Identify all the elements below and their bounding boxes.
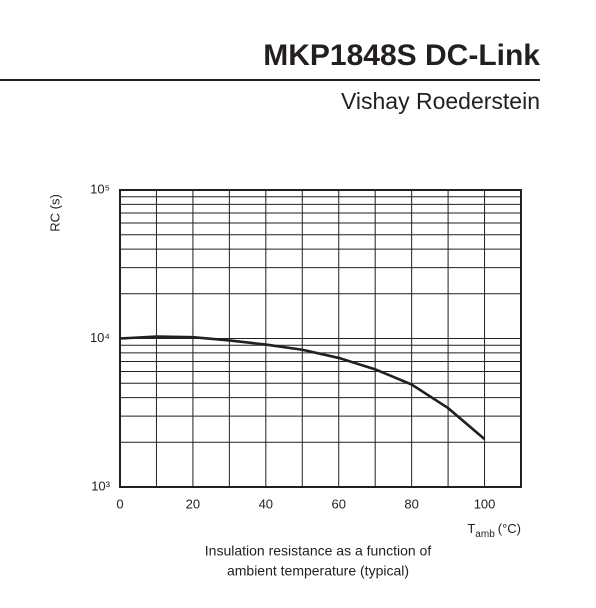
x-tick-label: 0 [116, 496, 123, 511]
title: MKP1848S DC-Link [263, 39, 540, 72]
x-tick-label: 40 [259, 496, 273, 511]
y-tick-label: 10³ [91, 478, 110, 493]
x-label-subscript: amb [475, 529, 495, 540]
x-label-unit: (°C) [498, 521, 521, 536]
y-tick-label: 10⁴ [90, 330, 110, 345]
caption-line: ambient temperature (typical) [227, 563, 409, 579]
y-axis-label: RC (s) [47, 194, 62, 232]
x-label-symbol: T [467, 521, 475, 536]
data-line [119, 335, 486, 441]
subtitle: Vishay Roederstein [341, 88, 540, 114]
x-axis-label: Tamb (°C) [467, 521, 521, 539]
x-tick-label: 20 [186, 496, 200, 511]
x-tick-label: 100 [474, 496, 496, 511]
y-tick-label: 10⁵ [90, 181, 110, 196]
x-tick-label: 60 [331, 496, 345, 511]
x-tick-label: 80 [404, 496, 418, 511]
caption-line: Insulation resistance as a function of [205, 543, 432, 559]
